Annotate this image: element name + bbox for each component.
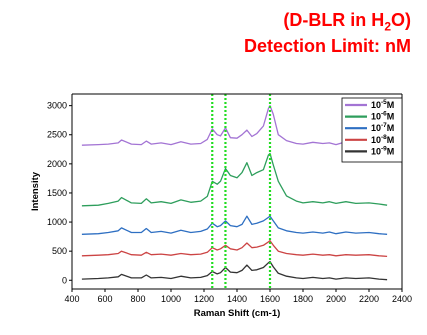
y-tick-label: 3000: [47, 101, 67, 111]
series-line-neg7: [81, 215, 388, 235]
x-tick-label: 1000: [161, 294, 181, 304]
legend-label: 10-9M: [371, 145, 394, 156]
legend-label: 10-8M: [371, 134, 394, 145]
legend-label: 10-7M: [371, 122, 394, 133]
x-tick-label: 2400: [392, 294, 412, 304]
y-axis-label: Intensity: [30, 171, 41, 211]
x-tick-label: 1800: [293, 294, 313, 304]
header-subscript: 2: [384, 19, 391, 34]
y-tick-label: 0: [62, 275, 67, 285]
legend-label: 10-6M: [371, 111, 394, 122]
x-tick-label: 400: [64, 294, 79, 304]
plot-area: 400 600 800 1000 1200 1400 1600 1800 2000 2200 240…: [47, 93, 412, 304]
series-line-neg5: [81, 104, 388, 146]
y-tick-label: 2000: [47, 159, 67, 169]
x-axis-label: Raman Shift (cm-1): [194, 308, 281, 319]
y-tick-label: 2500: [47, 130, 67, 140]
x-tick-label: 2200: [359, 294, 379, 304]
chart-header-line2: Detection Limit: nM: [244, 36, 411, 56]
y-tick-label: 1500: [47, 188, 67, 198]
x-tick-label: 2000: [326, 294, 346, 304]
series-line-neg6: [81, 152, 388, 207]
y-tick-label: 1000: [47, 217, 67, 227]
header-suffix: O): [391, 10, 411, 30]
chart-header-line1: (D-BLR in H2O): [283, 10, 411, 34]
x-tick-label: 1600: [260, 294, 280, 304]
x-tick-label: 1200: [194, 294, 214, 304]
series-line-neg8: [81, 240, 388, 258]
x-tick-label: 600: [97, 294, 112, 304]
y-tick-label: 500: [52, 246, 67, 256]
x-tick-label: 1400: [227, 294, 247, 304]
legend-label: 10-5M: [371, 99, 394, 110]
series-line-neg9: [81, 260, 388, 281]
header-prefix: (D-BLR in H: [283, 10, 385, 30]
x-tick-label: 800: [130, 294, 145, 304]
